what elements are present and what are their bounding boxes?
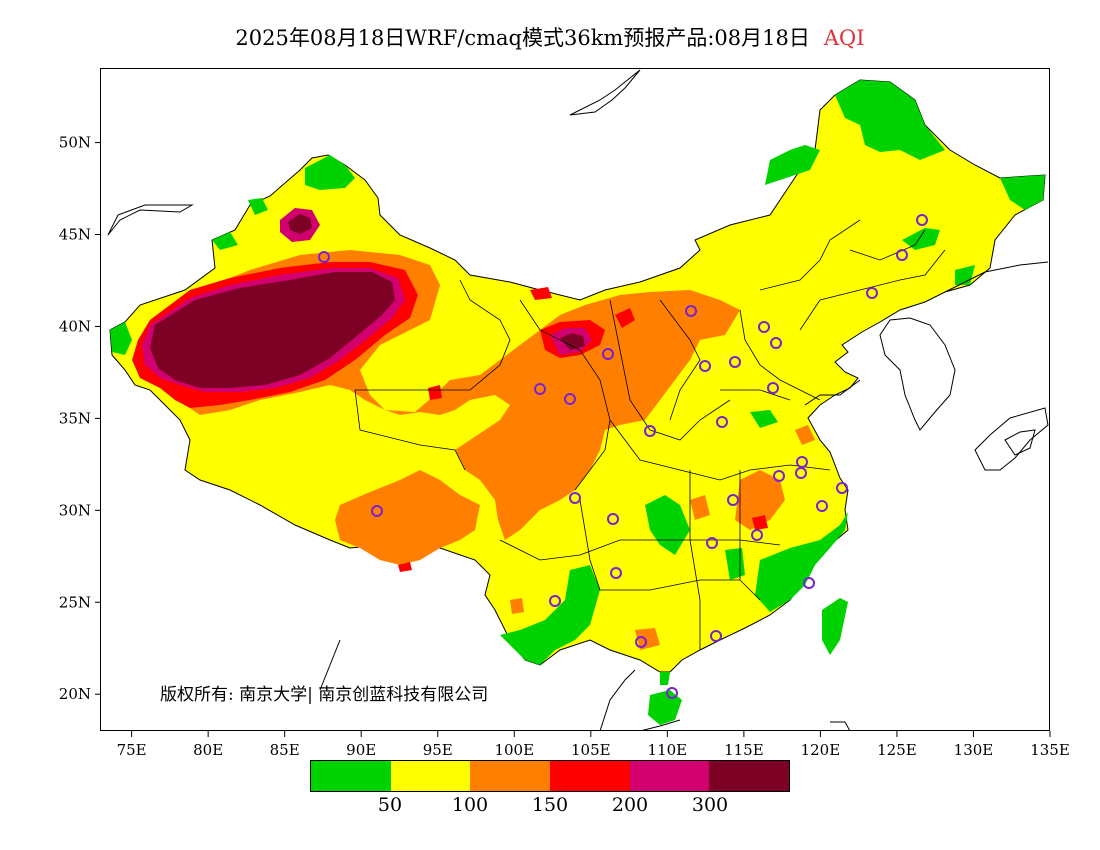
lon-tick-label: 95E <box>423 741 453 759</box>
lat-tick-label: 40N <box>59 317 91 335</box>
legend-swatch <box>390 761 471 791</box>
maroon-zones <box>150 214 585 388</box>
lon-tick-label: 130E <box>954 741 994 759</box>
lat-axis: 20N 25N 30N 35N 40N 45N 50N <box>59 134 101 703</box>
lat-tick-label: 35N <box>59 409 91 427</box>
neighbour-coastlines <box>107 69 1049 731</box>
aqi-legend-labels: 50 100 150 200 300 <box>310 794 790 818</box>
legend-swatch <box>709 761 790 791</box>
legend-label: 150 <box>531 794 569 816</box>
lon-tick-label: 125E <box>877 741 917 759</box>
lon-axis: 75E 80E 85E 90E 95E 100E 105E 110E 115E 120E 125E 1… <box>117 731 1070 759</box>
lon-tick-label: 100E <box>494 741 534 759</box>
title-main: 2025年08月18日WRF/cmaq模式36km预报产品:08月18日 <box>235 26 810 50</box>
legend-label: 100 <box>451 794 489 816</box>
aqi-legend <box>310 760 790 792</box>
lon-tick-label: 135E <box>1030 741 1070 759</box>
lat-tick-label: 25N <box>59 593 91 611</box>
lon-tick-label: 90E <box>346 741 376 759</box>
legend-swatch <box>550 761 630 791</box>
legend-label: 300 <box>691 794 729 816</box>
lon-tick-label: 75E <box>117 741 147 759</box>
lat-tick-label: 30N <box>59 501 91 519</box>
lat-tick-label: 50N <box>59 134 91 152</box>
legend-label: 50 <box>377 794 403 816</box>
lat-tick-label: 45N <box>59 226 91 244</box>
station-markers <box>318 214 928 699</box>
green-zones <box>110 80 1045 725</box>
copyright-text: 版权所有: 南京大学| 南京创蓝科技有限公司 <box>160 685 489 705</box>
lon-tick-label: 110E <box>648 741 688 759</box>
legend-swatch <box>470 761 551 791</box>
legend-swatch <box>311 761 391 791</box>
page-title: 2025年08月18日WRF/cmaq模式36km预报产品:08月18日 AQI <box>0 22 1100 52</box>
lon-tick-label: 105E <box>571 741 611 759</box>
lon-tick-label: 85E <box>270 741 300 759</box>
title-variable: AQI <box>823 26 865 50</box>
lon-tick-label: 115E <box>724 741 764 759</box>
lat-tick-label: 20N <box>59 685 91 703</box>
lon-tick-label: 80E <box>193 741 223 759</box>
lon-tick-label: 120E <box>801 741 841 759</box>
legend-swatch <box>629 761 710 791</box>
map-frame <box>100 68 1050 731</box>
province-borders <box>354 219 946 650</box>
legend-label: 200 <box>611 794 649 816</box>
